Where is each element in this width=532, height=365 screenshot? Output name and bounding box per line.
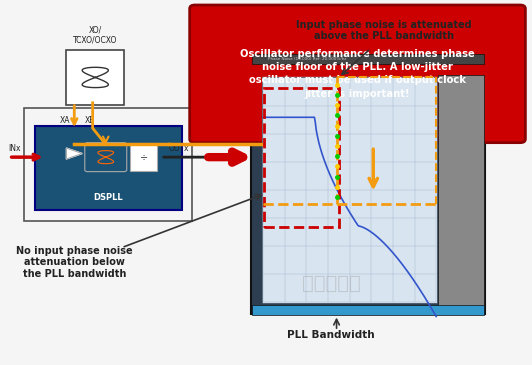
Text: INx: INx <box>9 144 21 153</box>
Text: XB: XB <box>85 116 95 126</box>
Text: 成化元器件: 成化元器件 <box>302 274 361 293</box>
Text: No input phase noise
attenuation below
the PLL bandwidth: No input phase noise attenuation below t… <box>16 246 132 279</box>
FancyBboxPatch shape <box>66 50 124 105</box>
FancyBboxPatch shape <box>85 143 127 172</box>
FancyBboxPatch shape <box>438 75 485 308</box>
FancyBboxPatch shape <box>35 126 182 210</box>
FancyBboxPatch shape <box>130 143 157 171</box>
Text: PLL Bandwidth: PLL Bandwidth <box>287 330 375 340</box>
Text: Oscillator performance determines phase
noise floor of the PLL. A low-jitter
osc: Oscillator performance determines phase … <box>240 49 475 99</box>
Text: XA: XA <box>60 116 70 126</box>
FancyBboxPatch shape <box>190 5 526 143</box>
Polygon shape <box>66 148 82 159</box>
FancyBboxPatch shape <box>252 54 484 64</box>
Text: OUTx: OUTx <box>169 144 189 153</box>
Text: Input phase noise is attenuated
above the PLL bandwidth: Input phase noise is attenuated above th… <box>296 19 471 41</box>
Text: XO/
TCXO/OCXO: XO/ TCXO/OCXO <box>73 26 118 45</box>
Text: ÷: ÷ <box>140 152 148 162</box>
Text: DSPLL: DSPLL <box>94 193 123 203</box>
FancyBboxPatch shape <box>251 58 485 314</box>
FancyBboxPatch shape <box>252 305 484 315</box>
FancyBboxPatch shape <box>262 77 437 303</box>
Text: Phase Noise (13.000) Ref: 20.000%/hz: Phase Noise (13.000) Ref: 20.000%/hz <box>268 57 347 61</box>
